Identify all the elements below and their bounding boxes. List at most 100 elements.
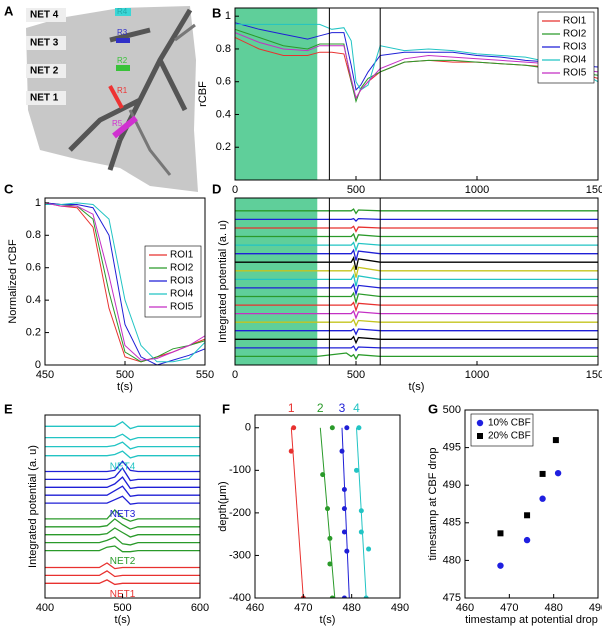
x-tick-label: 490 <box>391 602 409 614</box>
y-axis-label: Normalized rCBF <box>7 239 19 324</box>
y-tick-label: 0 <box>245 422 251 434</box>
roi-3 <box>116 38 130 43</box>
line <box>45 202 205 361</box>
trace <box>235 264 598 278</box>
fit-line <box>341 427 350 598</box>
roi-1 <box>108 85 124 109</box>
roi-label: R2 <box>117 56 128 65</box>
point <box>320 472 326 478</box>
point <box>344 548 350 554</box>
y-tick-label: -100 <box>229 464 251 476</box>
roi-label: R4 <box>117 7 128 16</box>
trace <box>45 450 200 459</box>
point <box>358 508 364 514</box>
y-tick-label: 0.8 <box>216 43 231 55</box>
point <box>539 495 546 502</box>
point <box>325 506 330 512</box>
group-label: NET2 <box>110 556 136 567</box>
x-tick-label: 450 <box>36 369 54 381</box>
fit-line <box>290 427 304 598</box>
net-box <box>26 91 66 105</box>
legend-label: ROI4 <box>563 55 587 66</box>
trace <box>45 441 200 450</box>
trace <box>45 536 200 546</box>
y-tick-label: 475 <box>443 592 461 604</box>
x-tick-label: 500 <box>113 602 131 614</box>
y-axis-label: timestamp at CBF drop <box>427 447 439 560</box>
trace <box>235 335 598 345</box>
legend-label: ROI5 <box>563 68 587 79</box>
y-tick-label: 0 <box>35 359 41 371</box>
trace <box>235 273 598 287</box>
panel-a: A NET 4 NET 3 NET 2 NET 1 R1 R2 R3 R4 R5 <box>4 3 198 192</box>
legend-marker <box>477 433 483 439</box>
line <box>235 23 598 91</box>
trace <box>235 318 598 328</box>
panel: 450 500 550 0 0.2 0.4 0.6 0.8 1 Ct(s) Normalized r… <box>4 181 214 392</box>
trace <box>235 248 598 261</box>
trace <box>45 518 200 530</box>
y-axis-label: rCBF <box>197 81 209 107</box>
point <box>358 529 364 535</box>
y-tick-label: 1 <box>35 197 41 209</box>
y-tick-label: 500 <box>443 404 461 416</box>
plot-area <box>235 8 598 180</box>
trace <box>45 527 200 538</box>
y-tick-label: 0.4 <box>26 294 41 306</box>
panel: 460 470 480 490 475 480 485 490 495 500 Gtimestamp… <box>427 401 602 625</box>
trace <box>235 345 598 352</box>
y-axis-label: depth(μm) <box>217 481 229 531</box>
point <box>523 536 531 544</box>
x-axis-label: t(s) <box>115 614 131 626</box>
trace <box>235 291 598 306</box>
legend-label: ROI2 <box>170 263 194 274</box>
panel-letter: E <box>4 401 13 416</box>
y-tick-label: 0.6 <box>216 76 231 88</box>
point <box>341 595 347 598</box>
trace <box>45 545 200 553</box>
y-tick-label: 0.2 <box>26 326 41 338</box>
micrograph <box>26 6 198 192</box>
point <box>288 448 294 454</box>
net-label: NET 2 <box>30 66 59 77</box>
legend-label: 20% CBF <box>488 431 531 442</box>
trace <box>45 570 200 578</box>
x-tick-label: 400 <box>36 602 54 614</box>
line <box>235 32 598 100</box>
point <box>291 425 297 431</box>
trace <box>235 256 598 271</box>
point <box>363 595 369 598</box>
panel-letter: C <box>4 181 14 196</box>
plot-area <box>45 202 205 365</box>
trace <box>235 352 598 361</box>
x-tick-label: 470 <box>500 602 518 614</box>
line <box>45 202 205 363</box>
trace <box>235 208 598 215</box>
x-tick-label: 0 <box>232 184 238 196</box>
point <box>341 529 347 535</box>
fit-line <box>319 427 336 598</box>
roi-4 <box>115 8 131 16</box>
y-tick-label: 1 <box>225 10 231 22</box>
trace <box>45 495 200 505</box>
roi-label: R3 <box>117 28 128 37</box>
line <box>235 22 598 91</box>
legend-marker <box>476 419 484 427</box>
line <box>235 28 598 104</box>
y-tick-label: 495 <box>443 442 461 454</box>
series-label: 2 <box>317 401 324 415</box>
legend-box <box>537 11 595 84</box>
group-label: NET3 <box>110 509 136 520</box>
axes-frame <box>234 7 599 181</box>
y-tick-label: 0.2 <box>216 141 231 153</box>
x-tick-label: 500 <box>116 369 134 381</box>
point <box>552 437 559 444</box>
net-box <box>26 8 66 22</box>
trace <box>235 328 598 336</box>
vessels <box>128 23 196 176</box>
x-tick-label: 490 <box>589 602 602 614</box>
